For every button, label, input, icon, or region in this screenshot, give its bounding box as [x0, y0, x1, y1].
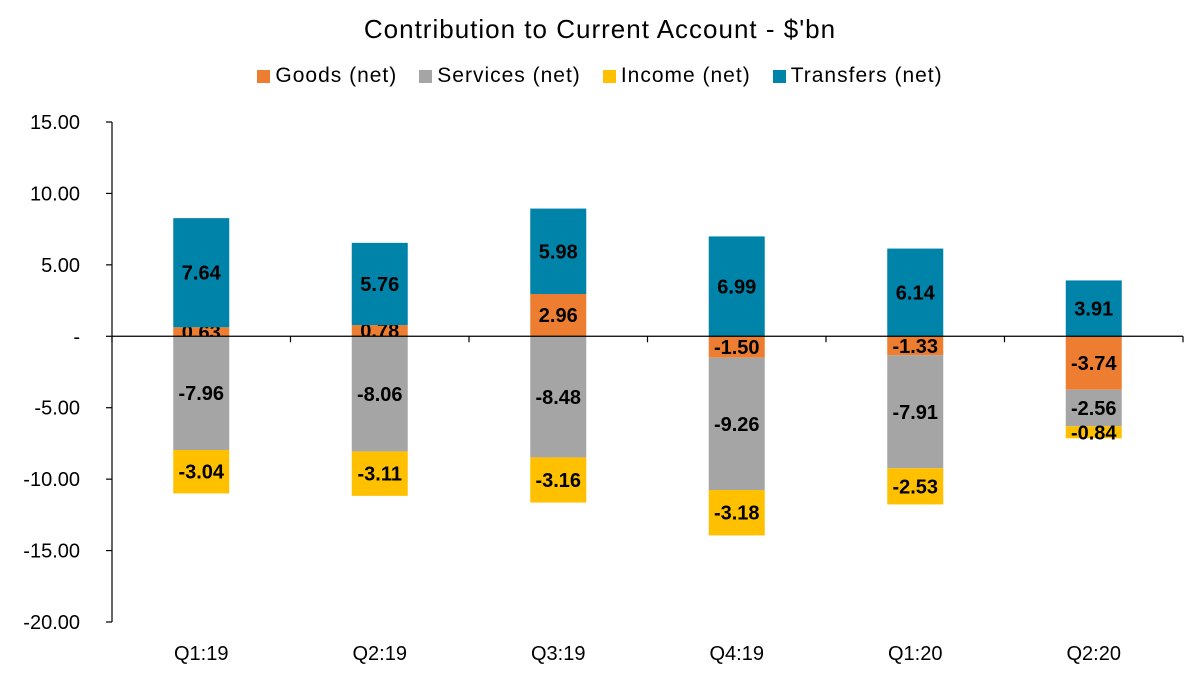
data-label: -8.48 [535, 387, 581, 409]
bar-segment [887, 336, 944, 356]
x-tick-label: Q1:20 [888, 643, 942, 665]
data-label: -8.06 [357, 384, 403, 406]
bar-segment [708, 490, 765, 536]
legend-item: Income (net) [602, 64, 751, 88]
y-tick-label: 5.00 [41, 255, 80, 277]
bar-segment [530, 208, 587, 294]
bar-segment [173, 327, 230, 337]
bar-segment [173, 450, 230, 494]
bar-segment [1065, 426, 1122, 439]
bar-segment [530, 294, 587, 337]
bar-segment [173, 218, 230, 328]
y-tick-label: 10.00 [30, 183, 80, 205]
data-label: -1.50 [714, 337, 760, 359]
bar-segment [708, 357, 765, 490]
data-label: -2.53 [892, 476, 938, 498]
bar-segment [887, 468, 944, 505]
chart-legend: Goods (net) Services (net) Income (net) Tra… [0, 64, 1200, 88]
legend-item: Services (net) [419, 64, 581, 88]
chart-title: Contribution to Current Account - $'bn [363, 14, 837, 44]
bar-segment [1065, 389, 1122, 427]
bar-segment [1065, 280, 1122, 337]
bar-segment [351, 336, 408, 452]
bar-segment [708, 236, 765, 337]
data-label: -1.33 [892, 336, 938, 358]
y-tick-label: -15.00 [23, 541, 80, 563]
data-label: 5.76 [360, 274, 399, 296]
y-tick-label: -10.00 [23, 469, 80, 491]
legend-swatch [602, 69, 616, 83]
bar-segment [173, 336, 230, 450]
x-tick-label: Q2:19 [353, 643, 407, 665]
data-label: 7.64 [182, 263, 222, 285]
legend-item: Transfers (net) [772, 64, 943, 88]
data-label: -0.84 [1071, 422, 1117, 444]
data-label: -3.16 [535, 470, 581, 492]
data-label: 6.14 [896, 282, 936, 304]
data-label: 3.91 [1074, 298, 1113, 320]
x-tick-label: Q3:19 [531, 643, 585, 665]
x-tick-label: Q2:20 [1067, 643, 1121, 665]
data-label: 6.99 [717, 276, 756, 298]
legend-label: Goods (net) [275, 64, 398, 87]
y-tick-label: -20.00 [23, 612, 80, 634]
legend-swatch [257, 69, 271, 83]
bar-segment [887, 248, 944, 337]
bar-segment [351, 451, 408, 496]
legend-item: Goods (net) [257, 64, 397, 88]
data-label: -3.74 [1071, 353, 1117, 375]
legend-swatch [419, 69, 433, 83]
legend-label: Services (net) [437, 64, 581, 87]
data-label: -3.04 [178, 462, 224, 484]
y-tick-label: 15.00 [30, 112, 80, 134]
data-label: 2.96 [539, 305, 578, 327]
legend-label: Transfers (net) [790, 64, 943, 87]
bar-segment [1065, 336, 1122, 390]
data-label: -2.56 [1071, 398, 1117, 420]
bar-segment [887, 355, 944, 469]
data-label: -7.91 [892, 402, 938, 424]
data-label: -9.26 [714, 414, 760, 436]
data-label: 5.98 [539, 241, 578, 263]
bar-segment [530, 336, 587, 458]
legend-swatch [772, 69, 786, 83]
bar-segment [351, 242, 408, 326]
x-tick-label: Q1:19 [174, 643, 228, 665]
y-tick-label: - [73, 326, 80, 348]
x-tick-label: Q4:19 [710, 643, 764, 665]
y-tick-label: -5.00 [34, 398, 80, 420]
data-label: -3.18 [714, 503, 760, 525]
data-label: -3.11 [358, 464, 402, 486]
data-label: -7.96 [178, 383, 224, 405]
bar-segment [708, 336, 765, 358]
legend-label: Income (net) [620, 64, 751, 87]
bar-segment [351, 325, 408, 337]
bar-segment [530, 457, 587, 503]
